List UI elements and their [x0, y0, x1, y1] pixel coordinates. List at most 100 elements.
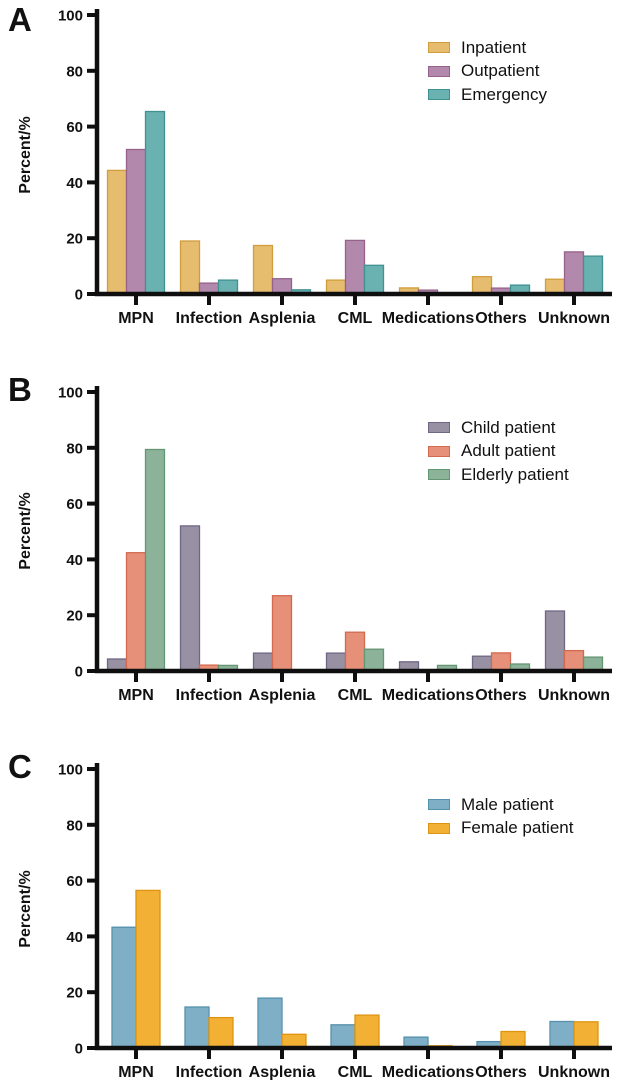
bar-infection-0 — [179, 525, 201, 672]
y-axis-label-b: Percent/% — [17, 492, 34, 569]
category-label: MPN — [118, 1064, 154, 1080]
y-tick-label: 20 — [66, 985, 83, 1002]
y-tick-label: 0 — [75, 287, 83, 304]
panel-b: 0 20 40 60 80 100 MPN Infection Asplenia CML Medic… — [0, 360, 624, 720]
legend-label: Outpatient — [461, 61, 540, 81]
bar-mpn-2 — [144, 110, 166, 295]
bar-cml-1 — [344, 631, 366, 672]
bar-others-1 — [500, 1030, 526, 1049]
legend-label: Child patient — [461, 417, 556, 437]
y-tick-label: 80 — [66, 63, 83, 80]
inpatient-swatch-icon — [428, 42, 450, 54]
bar-infection-0 — [179, 240, 201, 295]
elderly-patient-swatch-icon — [428, 469, 450, 481]
bar-unknown-1 — [573, 1021, 599, 1049]
legend-item: Adult patient — [428, 440, 569, 464]
category-label: Medications — [382, 1064, 475, 1080]
panel-c: 0 20 40 60 80 100 MPN Infection Asplenia CML Medic… — [0, 720, 624, 1080]
y-tick-label: 60 — [66, 496, 83, 513]
bar-cml-1 — [354, 1014, 380, 1049]
legend-item: Child patient — [428, 416, 569, 440]
y-tick-label: 60 — [66, 873, 83, 890]
bar-mpn-1 — [125, 148, 147, 295]
category-label: CML — [338, 1064, 373, 1080]
legend-item: Outpatient — [428, 60, 547, 84]
legend-b: Child patient Adult patient Elderly pati… — [428, 416, 569, 487]
legend-a: Inpatient Outpatient Emergency — [428, 36, 547, 107]
bar-cml-0 — [330, 1024, 356, 1049]
bar-cml-0 — [325, 652, 347, 672]
category-label: Unknown — [538, 310, 610, 327]
bar-cml-2 — [363, 648, 385, 672]
legend-label: Elderly patient — [461, 464, 569, 484]
bar-others-1 — [490, 652, 512, 672]
panel-label-c: C — [8, 748, 32, 785]
legend-item: Elderly patient — [428, 463, 569, 487]
bar-asplenia-0 — [252, 652, 274, 672]
y-tick-label: 20 — [66, 608, 83, 625]
legend-item: Emergency — [428, 83, 547, 107]
panel-label-b: B — [8, 371, 32, 408]
male-patient-swatch-icon — [428, 799, 450, 811]
legend-label: Inpatient — [461, 37, 527, 57]
bar-cml-2 — [363, 264, 385, 295]
category-label: Infection — [176, 1064, 243, 1080]
category-label: Asplenia — [249, 687, 316, 704]
category-label: Others — [475, 1064, 527, 1080]
legend-label: Emergency — [461, 84, 547, 104]
category-label: Medications — [382, 310, 475, 327]
chart-b-svg: 0 20 40 60 80 100 MPN Infection Asplenia CML Medic… — [17, 385, 612, 704]
category-label: MPN — [118, 310, 154, 327]
bar-unknown-0 — [549, 1020, 575, 1049]
bar-unknown-0 — [544, 610, 566, 672]
legend-item: Female patient — [428, 817, 573, 841]
bar-asplenia-0 — [252, 244, 274, 295]
legend-item: Male patient — [428, 793, 573, 817]
y-tick-label: 100 — [58, 385, 83, 402]
category-label: CML — [338, 687, 373, 704]
legend-label: Male patient — [461, 794, 554, 814]
bar-asplenia-0 — [257, 997, 283, 1049]
category-label: CML — [338, 310, 373, 327]
y-tick-label: 100 — [58, 8, 83, 25]
bar-asplenia-1 — [271, 595, 293, 672]
panel-label-a: A — [8, 1, 32, 38]
category-label: Infection — [176, 687, 243, 704]
emergency-swatch-icon — [428, 89, 450, 101]
category-label: Unknown — [538, 687, 610, 704]
category-label: Medications — [382, 687, 475, 704]
y-tick-label: 0 — [75, 1041, 83, 1058]
y-tick-label: 40 — [66, 552, 83, 569]
y-tick-label: 20 — [66, 231, 83, 248]
y-tick-label: 40 — [66, 929, 83, 946]
bar-mpn-0 — [106, 169, 128, 295]
bar-unknown-1 — [563, 251, 585, 295]
category-label: Others — [475, 687, 527, 704]
bar-unknown-2 — [582, 255, 604, 295]
y-tick-label: 60 — [66, 119, 83, 136]
y-axis-label-a: Percent/% — [17, 116, 34, 193]
category-label: Others — [475, 310, 527, 327]
category-label: Unknown — [538, 1064, 610, 1080]
legend-label: Adult patient — [461, 441, 556, 461]
y-tick-label: 0 — [75, 664, 83, 681]
bar-mpn-2 — [144, 448, 166, 672]
y-tick-label: 80 — [66, 817, 83, 834]
legend-item: Inpatient — [428, 36, 547, 60]
bar-unknown-1 — [563, 649, 585, 672]
category-label: Infection — [176, 310, 243, 327]
category-label: MPN — [118, 687, 154, 704]
bar-mpn-0 — [111, 926, 137, 1049]
bar-infection-0 — [184, 1006, 210, 1049]
category-label: Asplenia — [249, 310, 316, 327]
y-tick-label: 100 — [58, 762, 83, 779]
chart-a-svg: 0 20 40 60 80 100 MPN Infection Asplenia CML Medic… — [17, 8, 612, 327]
bar-mpn-1 — [125, 552, 147, 672]
bar-others-0 — [471, 276, 493, 295]
legend-label: Female patient — [461, 818, 574, 838]
bar-asplenia-1 — [271, 278, 293, 295]
panel-a: 0 20 40 60 80 100 MPN Infection Asplenia CML Medic… — [0, 0, 624, 360]
bar-infection-1 — [208, 1016, 234, 1049]
bar-cml-1 — [344, 239, 366, 295]
